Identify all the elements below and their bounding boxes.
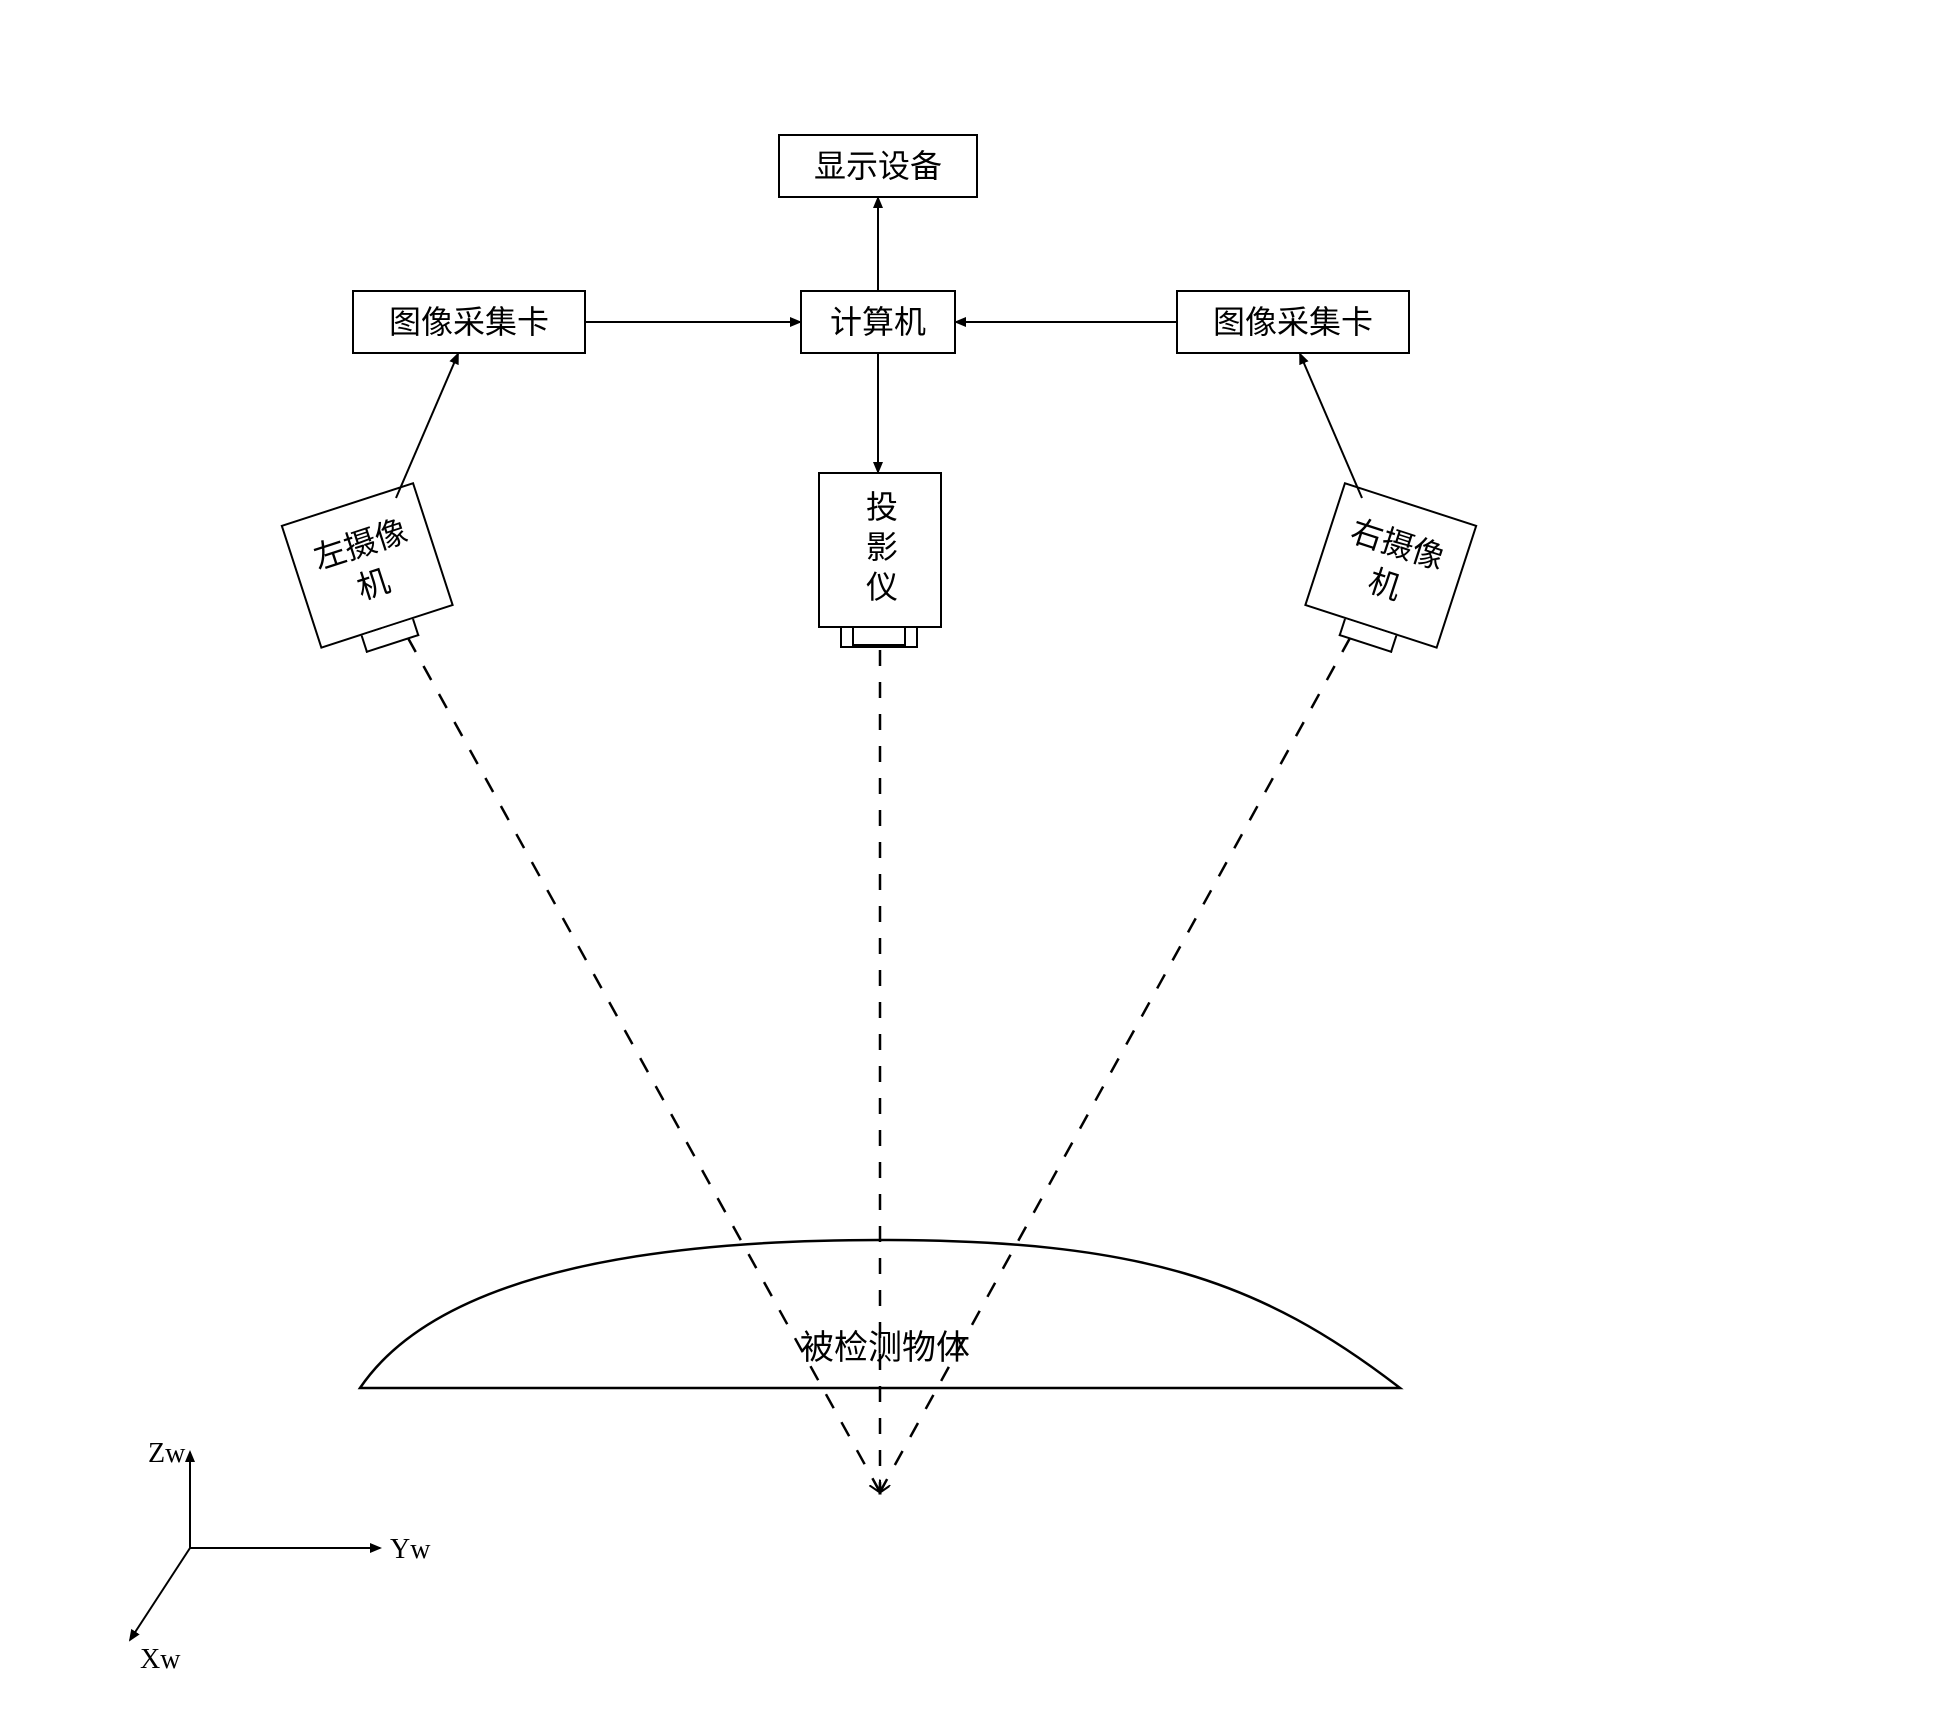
camera-left-label: 左摄像机: [309, 511, 426, 620]
x-axis: [130, 1548, 190, 1640]
connectors-overlay: [0, 0, 1936, 1716]
object-label: 被检测物体: [800, 1320, 970, 1369]
capture-card-right-label: 图像采集卡: [1213, 303, 1373, 341]
z-axis-label: Zw: [148, 1438, 185, 1470]
camera-right-box: 右摄像机: [1304, 482, 1477, 649]
projector-label: 投影仪: [856, 490, 904, 610]
computer-label: 计算机: [830, 303, 926, 341]
camera-right-to-capture-arrow: [1300, 354, 1362, 498]
y-axis-label: Yw: [390, 1534, 430, 1566]
camera-right-label: 右摄像机: [1332, 511, 1449, 620]
projector-lens-inner: [852, 628, 906, 646]
projector-box: 投影仪: [818, 472, 942, 628]
camera-left-box: 左摄像机: [281, 482, 454, 649]
capture-card-left-box: 图像采集卡: [352, 290, 586, 354]
camera-right-group: 右摄像机: [1299, 482, 1478, 666]
display-device-label: 显示设备: [814, 147, 942, 185]
camera-left-to-capture-arrow: [396, 354, 458, 498]
display-device-box: 显示设备: [778, 134, 978, 198]
computer-box: 计算机: [800, 290, 956, 354]
x-axis-label: Xw: [140, 1644, 180, 1676]
capture-card-left-label: 图像采集卡: [389, 303, 549, 341]
camera-left-group: 左摄像机: [281, 482, 460, 666]
diagram-container: 显示设备 图像采集卡 计算机 图像采集卡 投影仪 左摄像机 右摄像机 被检测物体…: [0, 0, 1936, 1716]
capture-card-right-box: 图像采集卡: [1176, 290, 1410, 354]
